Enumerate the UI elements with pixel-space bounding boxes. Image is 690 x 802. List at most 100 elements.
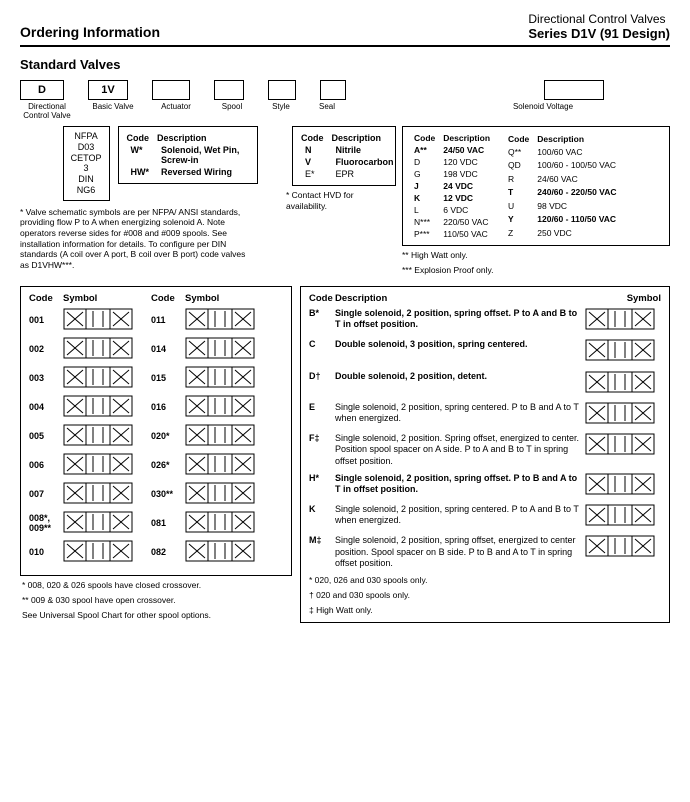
spool-row: 007 A B 030** A B — [29, 482, 283, 506]
style-row: F‡ Single solenoid, 2 position. Spring o… — [309, 433, 661, 467]
spool-symbol: A B — [63, 540, 151, 564]
seal-h2: Description — [332, 133, 398, 143]
style-desc: Single solenoid, 2 position, spring cent… — [335, 504, 585, 529]
spool-code: 010 — [29, 547, 63, 557]
spool-symbol: A B — [63, 366, 151, 390]
valve-symbol-icon: A B — [585, 371, 655, 393]
sol-desc: 120/60 - 110/50 VAC — [534, 214, 619, 226]
style-row: K Single solenoid, 2 position, spring ce… — [309, 504, 661, 529]
style-symbol: A B — [585, 339, 661, 364]
style-code: F‡ — [309, 433, 335, 467]
act-r0d: Solenoid, Wet Pin, Screw-in — [157, 145, 249, 165]
seal-panel: CodeDescription NNitrile VFluorocarbon E… — [292, 126, 396, 186]
chain-labels: Directional Control Valve Basic Valve Ac… — [20, 102, 670, 120]
header-right-2: Series D1V (91 Design) — [528, 26, 670, 41]
sol-foot2: *** Explosion Proof only. — [402, 265, 670, 276]
spool-row: 005 A B 020* A B — [29, 424, 283, 448]
spool-code: 026* — [151, 460, 185, 470]
spool-code: 004 — [29, 402, 63, 412]
sp-h4: Symbol — [185, 293, 219, 304]
valve-symbol-icon: A B — [585, 535, 655, 557]
style-symbol: A B — [585, 535, 661, 569]
label-actuator: Actuator — [152, 102, 200, 120]
style-symbol: A B — [585, 371, 661, 396]
header-right-1: Directional Control Valves — [528, 12, 670, 26]
seal-r2d: EPR — [332, 169, 398, 179]
style-code: K — [309, 504, 335, 529]
nfpa-l1: NFPA D03 — [70, 131, 103, 153]
style-row: H* Single solenoid, 2 position, spring o… — [309, 473, 661, 498]
style-code: H* — [309, 473, 335, 498]
sol-desc: 100/60 - 100/50 VAC — [534, 160, 619, 172]
spool-code: 011 — [151, 315, 185, 325]
spool-row: 008*, 009** A B 081 A B — [29, 511, 283, 535]
seal-r2c: E* — [301, 169, 330, 179]
box-style — [268, 80, 296, 100]
spool-box: Code Symbol Code Symbol 001 A B 011 — [20, 286, 292, 576]
sp-h3: Code — [151, 293, 185, 304]
spool-code: 005 — [29, 431, 63, 441]
act-h1: Code — [127, 133, 156, 143]
act-r1c: HW* — [127, 167, 156, 177]
sp-foot1: * 008, 020 & 026 spools have closed cros… — [22, 580, 292, 591]
style-code: B* — [309, 308, 335, 333]
sol-desc: 240/60 - 220/50 VAC — [534, 187, 619, 199]
header-left: Ordering Information — [20, 12, 160, 41]
spool-code: 008*, 009** — [29, 513, 63, 533]
valve-symbol-icon: A B — [585, 504, 655, 526]
spool-code: 003 — [29, 373, 63, 383]
seal-r0d: Nitrile — [332, 145, 398, 155]
style-code: D† — [309, 371, 335, 396]
spool-symbol: A B — [185, 540, 273, 564]
spool-code: 020* — [151, 431, 185, 441]
sp-foot2: ** 009 & 030 spool have open crossover. — [22, 595, 292, 606]
valve-symbol-icon: A B — [63, 308, 133, 330]
sol-code: A** — [411, 145, 438, 155]
spool-symbol: A B — [185, 453, 273, 477]
sol-desc: 98 VDC — [534, 201, 619, 213]
spool-symbol: A B — [185, 395, 273, 419]
style-symbol: A B — [585, 433, 661, 467]
label-seal: Seal — [312, 102, 342, 120]
sol-code: U — [505, 201, 532, 213]
nfpa-l2: CETOP 3 — [70, 153, 103, 175]
box-actuator — [152, 80, 190, 100]
sol-code: P*** — [411, 229, 438, 239]
seal-h1: Code — [301, 133, 330, 143]
style-symbol: A B — [585, 402, 661, 427]
style-foot3: ‡ High Watt only. — [309, 605, 661, 616]
sol-code: L — [411, 205, 438, 215]
valve-symbol-icon: A B — [185, 540, 255, 562]
sol-code: Q** — [505, 147, 532, 159]
spool-symbol: A B — [185, 511, 273, 535]
sol-desc: 24 VDC — [440, 181, 493, 191]
spool-code: 016 — [151, 402, 185, 412]
sp-h2: Symbol — [63, 293, 151, 304]
order-chain: D 1V — [20, 80, 670, 100]
style-desc: Single solenoid, 2 position, spring offs… — [335, 535, 585, 569]
spool-code: 006 — [29, 460, 63, 470]
valve-symbol-icon: A B — [185, 337, 255, 359]
act-r1d: Reversed Wiring — [157, 167, 249, 177]
valve-symbol-icon: A B — [63, 540, 133, 562]
style-desc: Single solenoid, 2 position. Spring offs… — [335, 433, 585, 467]
spool-header: Code Symbol Code Symbol — [29, 293, 283, 304]
sol-code: J — [411, 181, 438, 191]
spool-symbol: A B — [185, 424, 273, 448]
valve-symbol-icon: A B — [185, 424, 255, 446]
valve-symbol-icon: A B — [63, 395, 133, 417]
style-desc: Single solenoid, 2 position, spring offs… — [335, 473, 585, 498]
nfpa-panel: NFPA D03 CETOP 3 DIN NG6 — [63, 126, 110, 201]
spool-code: 007 — [29, 489, 63, 499]
sol-code: Z — [505, 228, 532, 240]
sol-desc: 220/50 VAC — [440, 217, 493, 227]
spool-symbol: A B — [63, 337, 151, 361]
sol-code: T — [505, 187, 532, 199]
style-row: C Double solenoid, 3 position, spring ce… — [309, 339, 661, 364]
spool-row: 001 A B 011 A B — [29, 308, 283, 332]
valve-symbol-icon: A B — [63, 424, 133, 446]
style-desc: Double solenoid, 3 position, spring cent… — [335, 339, 585, 364]
seal-r1c: V — [301, 157, 330, 167]
sol-foot1: ** High Watt only. — [402, 250, 670, 261]
box-seal — [320, 80, 346, 100]
